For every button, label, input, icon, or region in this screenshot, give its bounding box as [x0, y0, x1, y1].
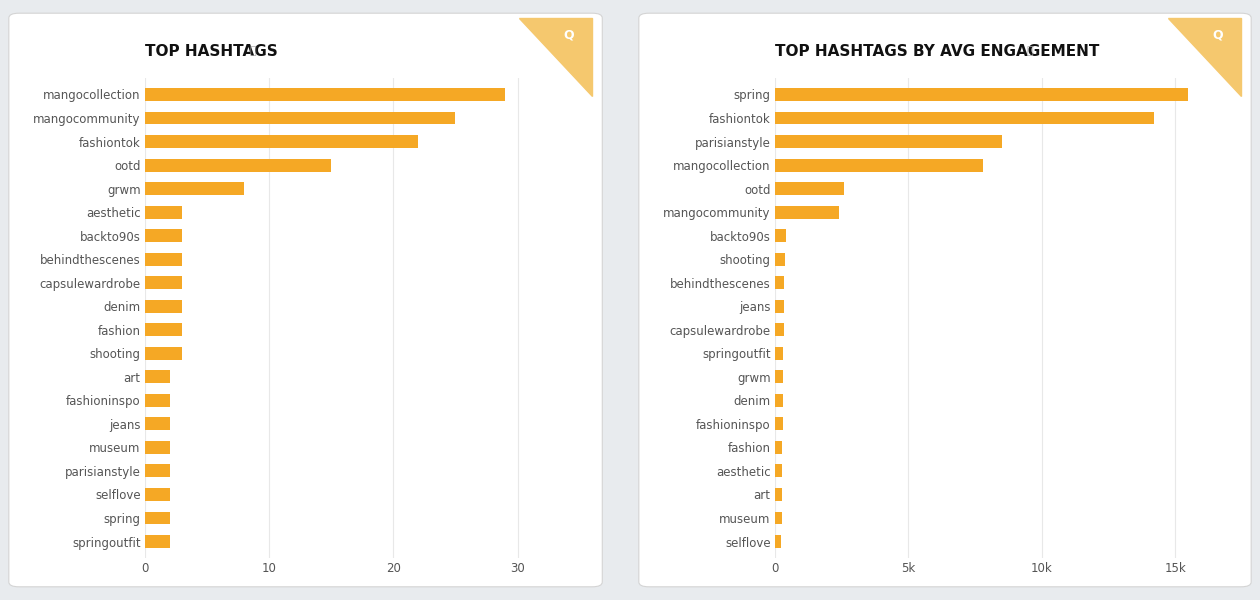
Text: ⓘ: ⓘ — [249, 46, 256, 56]
Bar — [145, 158, 331, 172]
Bar — [775, 229, 785, 242]
Bar — [145, 88, 505, 101]
Bar — [775, 182, 844, 195]
Bar — [775, 276, 784, 289]
Bar — [775, 112, 1154, 124]
Bar — [775, 535, 781, 548]
Text: TOP HASHTAGS BY AVG ENGAGEMENT: TOP HASHTAGS BY AVG ENGAGEMENT — [775, 43, 1099, 58]
Bar — [775, 418, 782, 430]
Text: TOP HASHTAGS: TOP HASHTAGS — [145, 43, 277, 58]
Bar — [145, 253, 183, 266]
Bar — [145, 418, 170, 430]
Text: Q: Q — [1212, 29, 1223, 41]
Bar — [145, 300, 183, 313]
Bar — [775, 394, 782, 407]
Bar — [775, 135, 1002, 148]
Bar — [775, 300, 784, 313]
Bar — [775, 441, 782, 454]
Bar — [775, 323, 784, 336]
Bar — [145, 441, 170, 454]
Text: Q: Q — [563, 29, 575, 41]
Bar — [775, 488, 782, 501]
Bar — [775, 464, 782, 478]
Bar — [145, 135, 418, 148]
Bar — [775, 158, 983, 172]
Bar — [775, 253, 785, 266]
Bar — [145, 229, 183, 242]
Bar — [145, 464, 170, 478]
Bar — [145, 535, 170, 548]
Bar — [775, 206, 839, 218]
Bar — [145, 276, 183, 289]
Bar — [775, 88, 1188, 101]
Bar — [775, 347, 784, 360]
Bar — [145, 206, 183, 218]
Bar — [145, 394, 170, 407]
Bar — [775, 512, 781, 524]
Bar — [145, 112, 455, 124]
Bar — [145, 347, 183, 360]
Bar — [145, 323, 183, 336]
Bar — [145, 370, 170, 383]
Bar — [775, 370, 784, 383]
Bar — [145, 512, 170, 524]
Bar — [145, 488, 170, 501]
Text: ⓘ: ⓘ — [1027, 46, 1033, 56]
Bar — [145, 182, 244, 195]
